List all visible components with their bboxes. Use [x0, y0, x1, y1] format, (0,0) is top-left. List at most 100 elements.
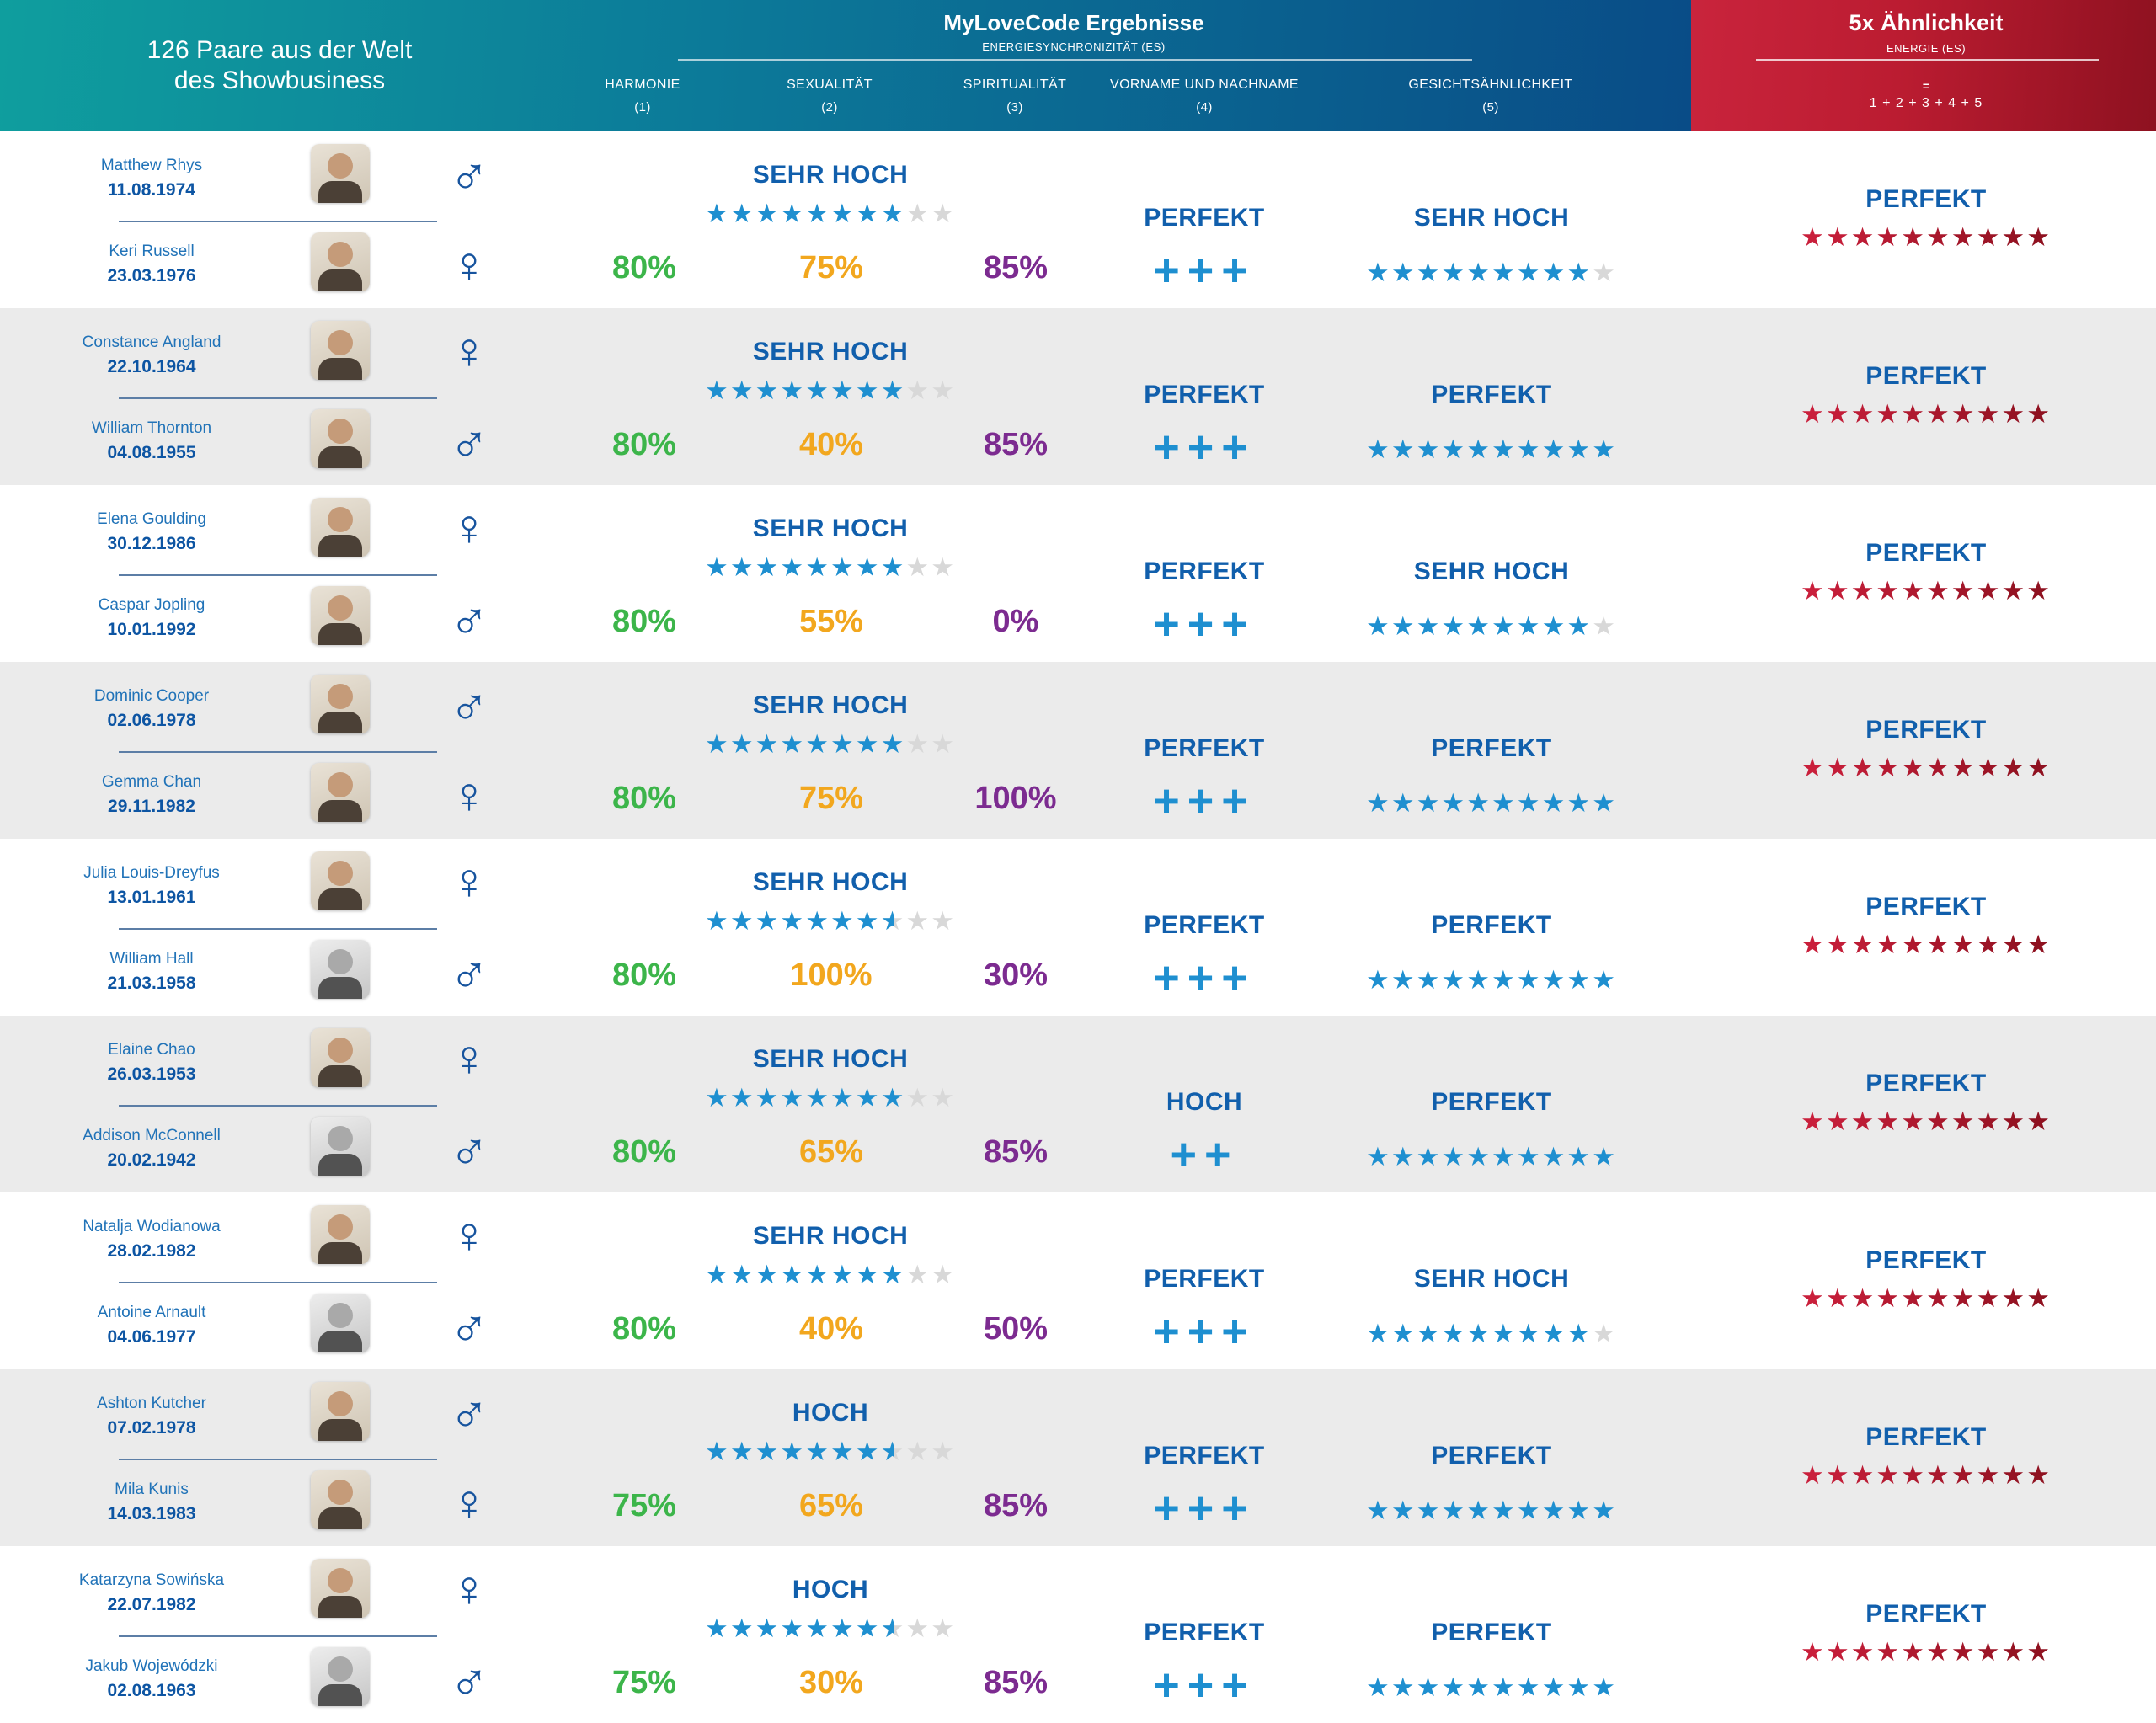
face-star-rating: ★★★★★★★★★★ [1366, 611, 1617, 641]
portrait-photo [311, 409, 370, 468]
es-rating-label: SEHR HOCH [752, 338, 909, 365]
energy-similarity-label: PERFEKT [1865, 539, 1987, 567]
person-name: Keri Russell [109, 243, 195, 260]
header-energy-section: 5x Ähnlichkeit ENERGIE (ES) = 1 + 2 + 3 … [1691, 0, 2156, 131]
person-birthdate: 28.02.1982 [107, 1241, 196, 1261]
portrait-photo [311, 1205, 370, 1264]
spiritualitaet-value: 85% [983, 1665, 1049, 1700]
portrait-photo [311, 675, 370, 733]
energy-similarity-label: PERFEKT [1865, 1600, 1987, 1628]
couple-divider-line [119, 1635, 437, 1637]
column-header-sexualitaet: SEXUALITÄT (2) [787, 77, 873, 115]
person-name: Elaine Chao [108, 1041, 195, 1059]
male-gender-icon: ♂ [449, 589, 489, 649]
female-gender-icon: ♀ [450, 1207, 488, 1263]
plus-rating-icon: +++ [1153, 1660, 1256, 1710]
plus-rating-icon: +++ [1153, 952, 1256, 1003]
person-name: Antoine Arnault [97, 1304, 206, 1321]
couple-row: Dominic Cooper 02.06.1978 ♂ Gemma Chan 2… [0, 662, 2156, 839]
energy-equals-sign: = [1922, 79, 1930, 93]
portrait-photo [311, 1294, 370, 1352]
face-star-rating: ★★★★★★★★★★ [1366, 1319, 1617, 1348]
face-similarity-label: SEHR HOCH [1413, 557, 1570, 585]
es-rating-label: HOCH [792, 1576, 869, 1603]
column-header-vorname-nachname: VORNAME UND NACHNAME (4) [1109, 77, 1299, 115]
spiritualitaet-value: 85% [983, 250, 1049, 285]
spiritualitaet-value: 85% [983, 427, 1049, 462]
face-star-rating: ★★★★★★★★★★ [1366, 258, 1617, 287]
harmonie-value: 80% [611, 958, 677, 993]
portrait-photo [311, 232, 370, 291]
person-birthdate: 11.08.1974 [108, 180, 195, 200]
person-name: William Hall [109, 950, 194, 968]
face-similarity-label: SEHR HOCH [1413, 1265, 1570, 1293]
es-star-rating: ★★★★★★★★★★ [705, 552, 956, 582]
results-title: MyLoveCode Ergebnisse [943, 10, 1204, 35]
name-similarity-label: PERFEKT [1144, 1619, 1265, 1646]
results-subtitle: ENERGIESYNCHRONIZITÄT (ES) [982, 40, 1166, 53]
couple-divider-line [119, 928, 437, 930]
person-name: Jakub Wojewódzki [85, 1657, 218, 1675]
energy-similarity-label: PERFEKT [1865, 893, 1987, 920]
person-birthdate: 22.10.1964 [107, 357, 196, 376]
page-title: 126 Paare aus der Welt des Showbusiness [111, 35, 448, 96]
person-birthdate: 04.08.1955 [107, 443, 196, 462]
person-name: Julia Louis-Dreyfus [83, 864, 220, 882]
couple-row: Matthew Rhys 11.08.1974 ♂ Keri Russell 2… [0, 131, 2156, 308]
harmonie-value: 80% [611, 250, 677, 285]
person-name: Addison McConnell [83, 1127, 221, 1144]
table-header: 126 Paare aus der Welt des Showbusiness … [0, 0, 2156, 131]
spiritualitaet-value: 0% [992, 604, 1039, 639]
couple-row: Ashton Kutcher 07.02.1978 ♂ Mila Kunis 1… [0, 1369, 2156, 1546]
person-name: Natalja Wodianowa [83, 1218, 221, 1235]
energy-similarity-label: PERFEKT [1865, 362, 1987, 390]
spiritualitaet-value: 50% [983, 1311, 1049, 1347]
energy-star-rating: ★★★★★★★★★★ [1801, 753, 2052, 782]
person-name: Dominic Cooper [93, 687, 210, 705]
energy-star-rating: ★★★★★★★★★★ [1801, 222, 2052, 252]
plus-rating-icon: +++ [1153, 599, 1256, 649]
person-birthdate: 07.02.1978 [107, 1418, 196, 1438]
es-rating-label: SEHR HOCH [752, 1045, 909, 1073]
header-results-section: 126 Paare aus der Welt des Showbusiness … [0, 0, 1691, 131]
page-title-line2: des Showbusiness [173, 67, 386, 94]
couple-divider-line [119, 221, 437, 222]
harmonie-value: 75% [611, 1665, 677, 1700]
energy-similarity-label: PERFEKT [1865, 1423, 1987, 1451]
harmonie-value: 80% [611, 427, 677, 462]
person-birthdate: 21.03.1958 [107, 974, 196, 993]
sexualitaet-value: 65% [798, 1488, 864, 1523]
person-name: Matthew Rhys [100, 157, 203, 174]
es-rating-label: SEHR HOCH [752, 161, 909, 189]
spiritualitaet-value: 30% [983, 958, 1049, 993]
couple-divider-line [119, 1105, 437, 1107]
plus-rating-icon: ++ [1170, 1129, 1239, 1180]
face-star-rating: ★★★★★★★★★★ [1366, 1672, 1617, 1702]
face-star-rating: ★★★★★★★★★★ [1366, 435, 1617, 464]
person-birthdate: 26.03.1953 [107, 1064, 196, 1084]
sexualitaet-value: 75% [798, 781, 864, 816]
portrait-photo [311, 1647, 370, 1706]
sexualitaet-value: 40% [798, 427, 864, 462]
es-star-rating: ★★★★★★★★★★★ [705, 906, 956, 936]
couple-row: Julia Louis-Dreyfus 13.01.1961 ♀ William… [0, 839, 2156, 1016]
es-star-rating: ★★★★★★★★★★ [705, 729, 956, 759]
person-birthdate: 13.01.1961 [107, 888, 196, 907]
portrait-photo [311, 940, 370, 999]
male-gender-icon: ♂ [449, 675, 489, 735]
person-name: Gemma Chan [101, 773, 202, 791]
es-star-rating: ★★★★★★★★★★ [705, 1083, 956, 1112]
male-gender-icon: ♂ [449, 1650, 489, 1710]
spiritualitaet-value: 100% [974, 781, 1057, 816]
portrait-photo [311, 763, 370, 822]
portrait-photo [311, 1382, 370, 1441]
couple-divider-line [119, 751, 437, 753]
female-gender-icon: ♀ [450, 237, 488, 293]
harmonie-value: 75% [611, 1488, 677, 1523]
female-gender-icon: ♀ [450, 1030, 488, 1086]
es-star-rating: ★★★★★★★★★★ [705, 1260, 956, 1289]
person-name: Caspar Jopling [98, 596, 205, 614]
sexualitaet-value: 75% [798, 250, 864, 285]
page-title-line1: 126 Paare aus der Welt [147, 36, 413, 64]
couple-divider-line [119, 574, 437, 576]
